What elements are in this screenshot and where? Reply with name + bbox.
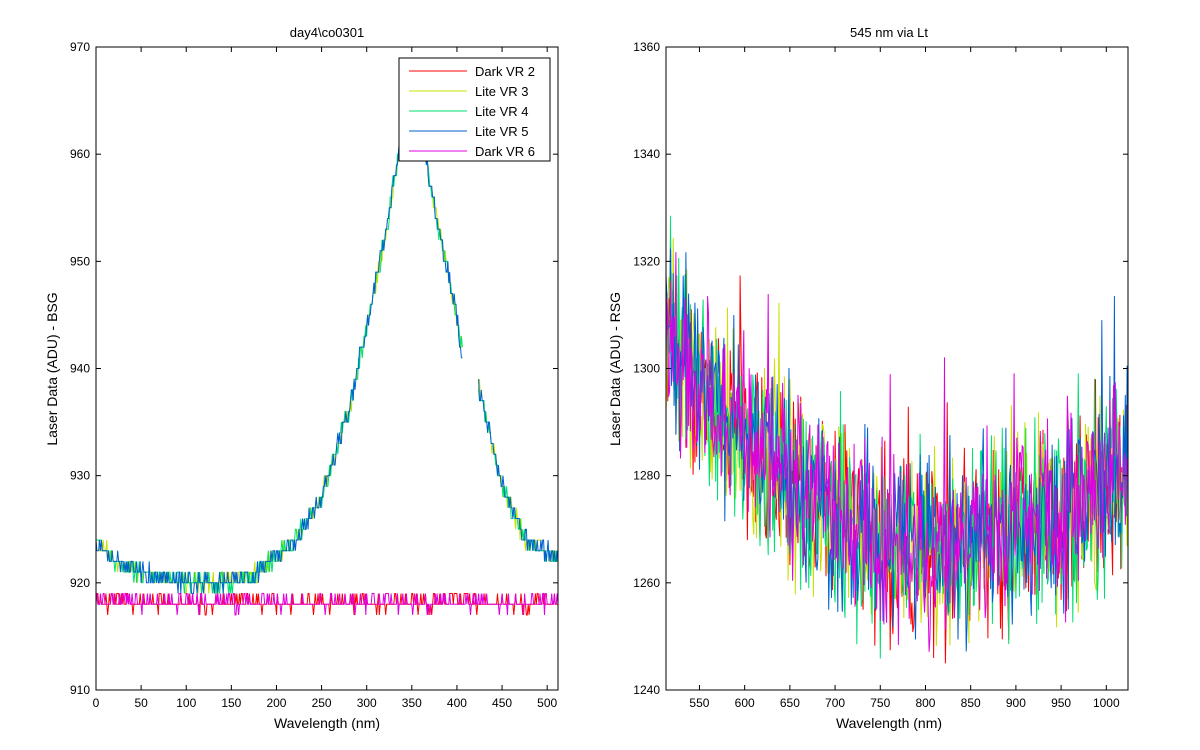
plot-frame [95,46,559,691]
x-tick-label: 900 [1006,696,1026,710]
x-tick-label: 250 [312,696,332,710]
y-tick-label: 950 [70,254,90,268]
x-tick-label: 650 [780,696,800,710]
y-tick-label: 1320 [633,254,660,268]
x-tick-label: 400 [447,696,467,710]
chart-left: day4\co0301 Wavelength (nm) Laser Data (… [44,25,559,731]
chart-right: 545 nm via Lt Wavelength (nm) Laser Data… [607,25,1129,731]
chart-title: day4\co0301 [290,25,364,40]
x-tick-label: 600 [735,696,755,710]
legend-label: Dark VR 6 [475,144,535,159]
legend-label: Lite VR 4 [475,104,528,119]
x-tick-label: 350 [402,696,422,710]
series-line-trace-3 [666,215,1128,659]
series-line-lite-vr-5 [96,89,558,594]
y-tick-label: 970 [70,40,90,54]
y-tick-label: 920 [70,576,90,590]
x-tick-label: 150 [221,696,241,710]
x-axis-label: Wavelength (nm) [836,715,942,731]
x-tick-label: 0 [93,696,100,710]
x-axis-label: Wavelength (nm) [274,715,380,731]
y-tick-label: 1280 [633,469,660,483]
y-tick-label: 930 [70,469,90,483]
x-tick-label: 100 [176,696,196,710]
x-tick-label: 50 [134,696,148,710]
x-tick-label: 550 [689,696,709,710]
legend: Dark VR 2 Lite VR 3 Lite VR 4 Lite VR 5 Dark… [398,57,551,162]
x-tick-label: 200 [266,696,286,710]
x-tick-label: 1000 [1093,696,1120,710]
tick-layer: 550 600 650 700 750 800 850 900 950 1000 1240 1260 1… [633,40,1128,710]
series-layer [666,215,1128,664]
series-line-trace-4 [666,248,1128,652]
series-line-lite-vr-4 [96,89,558,594]
legend-box [398,57,551,162]
legend-label: Lite VR 3 [475,84,528,99]
tick-layer: 0 50 100 150 200 250 300 350 400 450 500 910 920 930 9… [70,40,558,710]
x-tick-label: 950 [1051,696,1071,710]
legend-label: Dark VR 2 [475,64,535,79]
x-tick-label: 500 [537,696,557,710]
x-tick-label: 450 [492,696,512,710]
y-tick-label: 910 [70,683,90,697]
y-tick-label: 960 [70,147,90,161]
y-axis-label: Laser Data (ADU) - RSG [607,292,623,446]
y-tick-label: 1360 [633,40,660,54]
series-line-lite-vr-3 [96,89,558,594]
x-tick-label: 750 [870,696,890,710]
series-line-trace-5 [666,252,1128,652]
y-tick-label: 1340 [633,147,660,161]
y-tick-label: 940 [70,362,90,376]
x-tick-label: 700 [825,696,845,710]
legend-label: Lite VR 5 [475,124,528,139]
y-axis-label: Laser Data (ADU) - BSG [44,292,60,445]
chart-title: 545 nm via Lt [850,25,928,40]
x-tick-label: 800 [915,696,935,710]
y-tick-label: 1300 [633,362,660,376]
plot-frame [665,46,1129,691]
y-tick-label: 1240 [633,683,660,697]
y-tick-label: 1260 [633,576,660,590]
series-line-dark-vr-6 [96,593,558,616]
x-tick-label: 850 [961,696,981,710]
series-layer [96,89,558,616]
x-tick-label: 300 [357,696,377,710]
